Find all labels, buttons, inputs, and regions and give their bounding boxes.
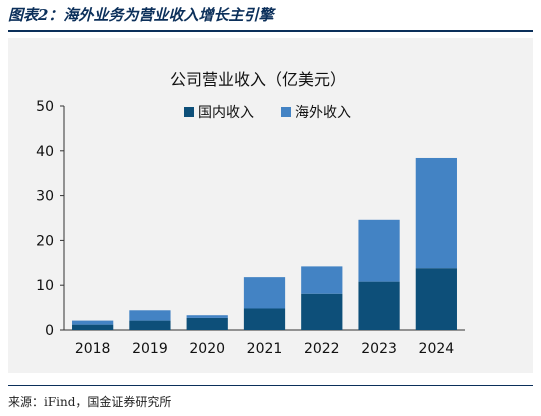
- bar-overseas: [415, 157, 457, 269]
- title-rule: [8, 30, 533, 32]
- legend: 国内收入 海外收入: [184, 105, 351, 121]
- bar-domestic: [186, 317, 228, 330]
- bar-domestic: [243, 308, 286, 330]
- x-tick-label: 2022: [304, 341, 340, 357]
- source-note: 来源：iFind，国金证券研究所: [8, 395, 172, 409]
- y-tick-label: 10: [36, 278, 54, 294]
- bar-overseas: [72, 320, 114, 325]
- legend-label: 国内收入: [198, 105, 254, 121]
- y-axis: 0 10 20 30 40 50: [36, 99, 65, 339]
- y-tick-label: 50: [36, 99, 54, 115]
- figure-title: 图表2：海外业务为营业收入增长主引擎: [8, 6, 274, 24]
- y-tick-label: 20: [36, 233, 54, 249]
- bar-overseas: [301, 266, 343, 294]
- x-tick-label: 2020: [189, 341, 225, 357]
- legend-swatch: [184, 107, 194, 117]
- bottom-rule: [8, 385, 533, 386]
- chart-panel: 公司营业收入（亿美元） 国内收入 海外收入 0 10 20 30 40 50 2018 201…: [8, 38, 533, 373]
- x-tick-label: 2018: [75, 341, 111, 357]
- y-tick-label: 30: [36, 189, 54, 205]
- bar-domestic: [72, 324, 114, 330]
- y-tick-label: 0: [45, 323, 54, 339]
- legend-swatch: [281, 107, 291, 117]
- bar-domestic: [301, 293, 343, 330]
- bar-overseas: [243, 277, 286, 309]
- x-tick-label: 2024: [419, 341, 455, 357]
- bar-overseas: [129, 310, 171, 321]
- bar-domestic: [129, 320, 171, 330]
- bar-overseas: [186, 315, 228, 318]
- legend-label: 海外收入: [295, 105, 351, 121]
- bar-domestic: [415, 268, 457, 330]
- bar-domestic: [358, 281, 400, 330]
- chart-title: 公司营业收入（亿美元）: [170, 70, 346, 89]
- x-tick-label: 2023: [361, 341, 397, 357]
- bars: [72, 157, 457, 330]
- x-tick-label: 2019: [132, 341, 168, 357]
- x-tick-label: 2021: [247, 341, 283, 357]
- bar-overseas: [358, 219, 400, 282]
- x-axis: 2018 2019 2020 2021 2022 2023 2024: [64, 329, 465, 357]
- y-tick-label: 40: [36, 144, 54, 160]
